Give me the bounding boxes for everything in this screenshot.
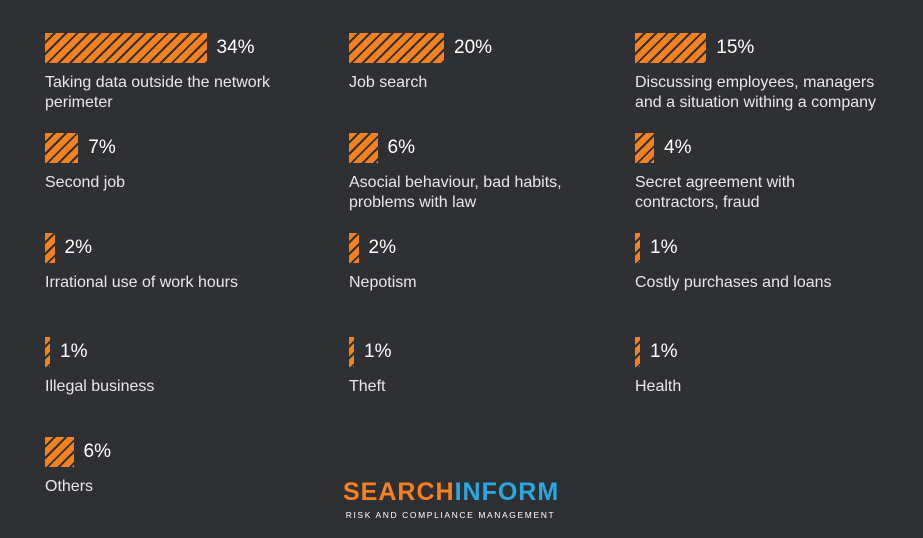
bar-value-label: 4% <box>664 137 692 158</box>
category-label: Others <box>45 477 93 497</box>
category-label-line: problems with law <box>349 194 477 211</box>
bar-value-label: 1% <box>650 341 678 362</box>
bar-row: 2% <box>349 233 396 263</box>
bar-row: 6% <box>349 133 415 163</box>
bar-value-label: 34% <box>216 37 255 58</box>
bar-value-label: 6% <box>387 137 415 158</box>
category-label-line: Job search <box>349 74 428 91</box>
bar-value-label: 2% <box>368 237 396 258</box>
bar-value-label: 20% <box>454 37 493 58</box>
category-label: Irrational use of work hours <box>45 273 238 293</box>
category-label: Health <box>635 377 681 397</box>
category-label-line: Theft <box>349 378 386 395</box>
bar-row: 4% <box>635 133 691 163</box>
bar-row: 20% <box>349 33 492 63</box>
logo-wordmark: SEARCHINFORM <box>343 478 558 506</box>
category-label-line: Second job <box>45 174 126 191</box>
category-label: Secret agreement with contractors, fraud <box>635 173 795 213</box>
category-label: Asocial behaviour, bad habits, problems w… <box>349 173 562 213</box>
logo-part1: SEARCH <box>343 478 455 506</box>
bar <box>349 133 378 163</box>
bar-row: 34% <box>45 33 255 63</box>
logo-part2: INFORM <box>454 478 560 506</box>
category-label-line: Irrational use of work hours <box>45 274 238 291</box>
bar-value-label: 1% <box>364 341 392 362</box>
bar-row: 1% <box>635 233 677 263</box>
bar-value-label: 2% <box>64 237 92 258</box>
category-label-line: perimeter <box>45 94 113 111</box>
category-label-line: Taking data outside the network <box>45 74 271 91</box>
category-label-line: contractors, fraud <box>635 194 760 211</box>
bar-row: 6% <box>45 437 111 467</box>
bar-row: 1% <box>45 337 87 367</box>
bar-row: 1% <box>635 337 677 367</box>
bar-row: 2% <box>45 233 92 263</box>
category-label-line: Health <box>635 378 682 395</box>
category-label-line: Illegal business <box>45 378 155 395</box>
bar-row: 1% <box>349 337 391 367</box>
category-label-line: Nepotism <box>349 274 417 291</box>
category-label-line: Costly purchases and loans <box>635 274 832 291</box>
searchinform-logo: SEARCHINFORM RISK AND COMPLIANCE MANAGEM… <box>343 478 558 520</box>
bar-value-label: 7% <box>88 137 116 158</box>
bar-row: 15% <box>635 33 754 63</box>
bar <box>635 33 707 63</box>
bar <box>635 337 640 367</box>
category-label: Discussing employees, managers and a situ… <box>635 73 876 113</box>
bar-value-label: 15% <box>716 37 755 58</box>
category-label-line: and a situation withing a company <box>635 94 877 111</box>
logo-tagline: RISK AND COMPLIANCE MANAGEMENT <box>345 510 556 520</box>
bar <box>45 33 207 63</box>
category-label: Costly purchases and loans <box>635 273 832 293</box>
bar <box>349 233 359 263</box>
category-label: Theft <box>349 377 385 397</box>
category-label: Illegal business <box>45 377 154 397</box>
bar <box>45 437 74 467</box>
bar <box>635 133 654 163</box>
category-label: Taking data outside the network perimeter <box>45 73 270 113</box>
category-label: Job search <box>349 73 427 93</box>
bar-value-label: 1% <box>60 341 88 362</box>
category-label: Second job <box>45 173 125 193</box>
bar <box>349 33 444 63</box>
category-label: Nepotism <box>349 273 417 293</box>
bar-row: 7% <box>45 133 116 163</box>
bar <box>349 337 354 367</box>
bar <box>45 233 55 263</box>
category-label-line: Discussing employees, managers <box>635 74 875 91</box>
bar <box>635 233 640 263</box>
bar <box>45 337 50 367</box>
bar <box>45 133 79 163</box>
category-label-line: Secret agreement with <box>635 174 796 191</box>
bar-value-label: 1% <box>650 237 678 258</box>
category-label-line: Others <box>45 478 94 495</box>
bar-value-label: 6% <box>83 441 111 462</box>
category-label-line: Asocial behaviour, bad habits, <box>349 174 562 191</box>
